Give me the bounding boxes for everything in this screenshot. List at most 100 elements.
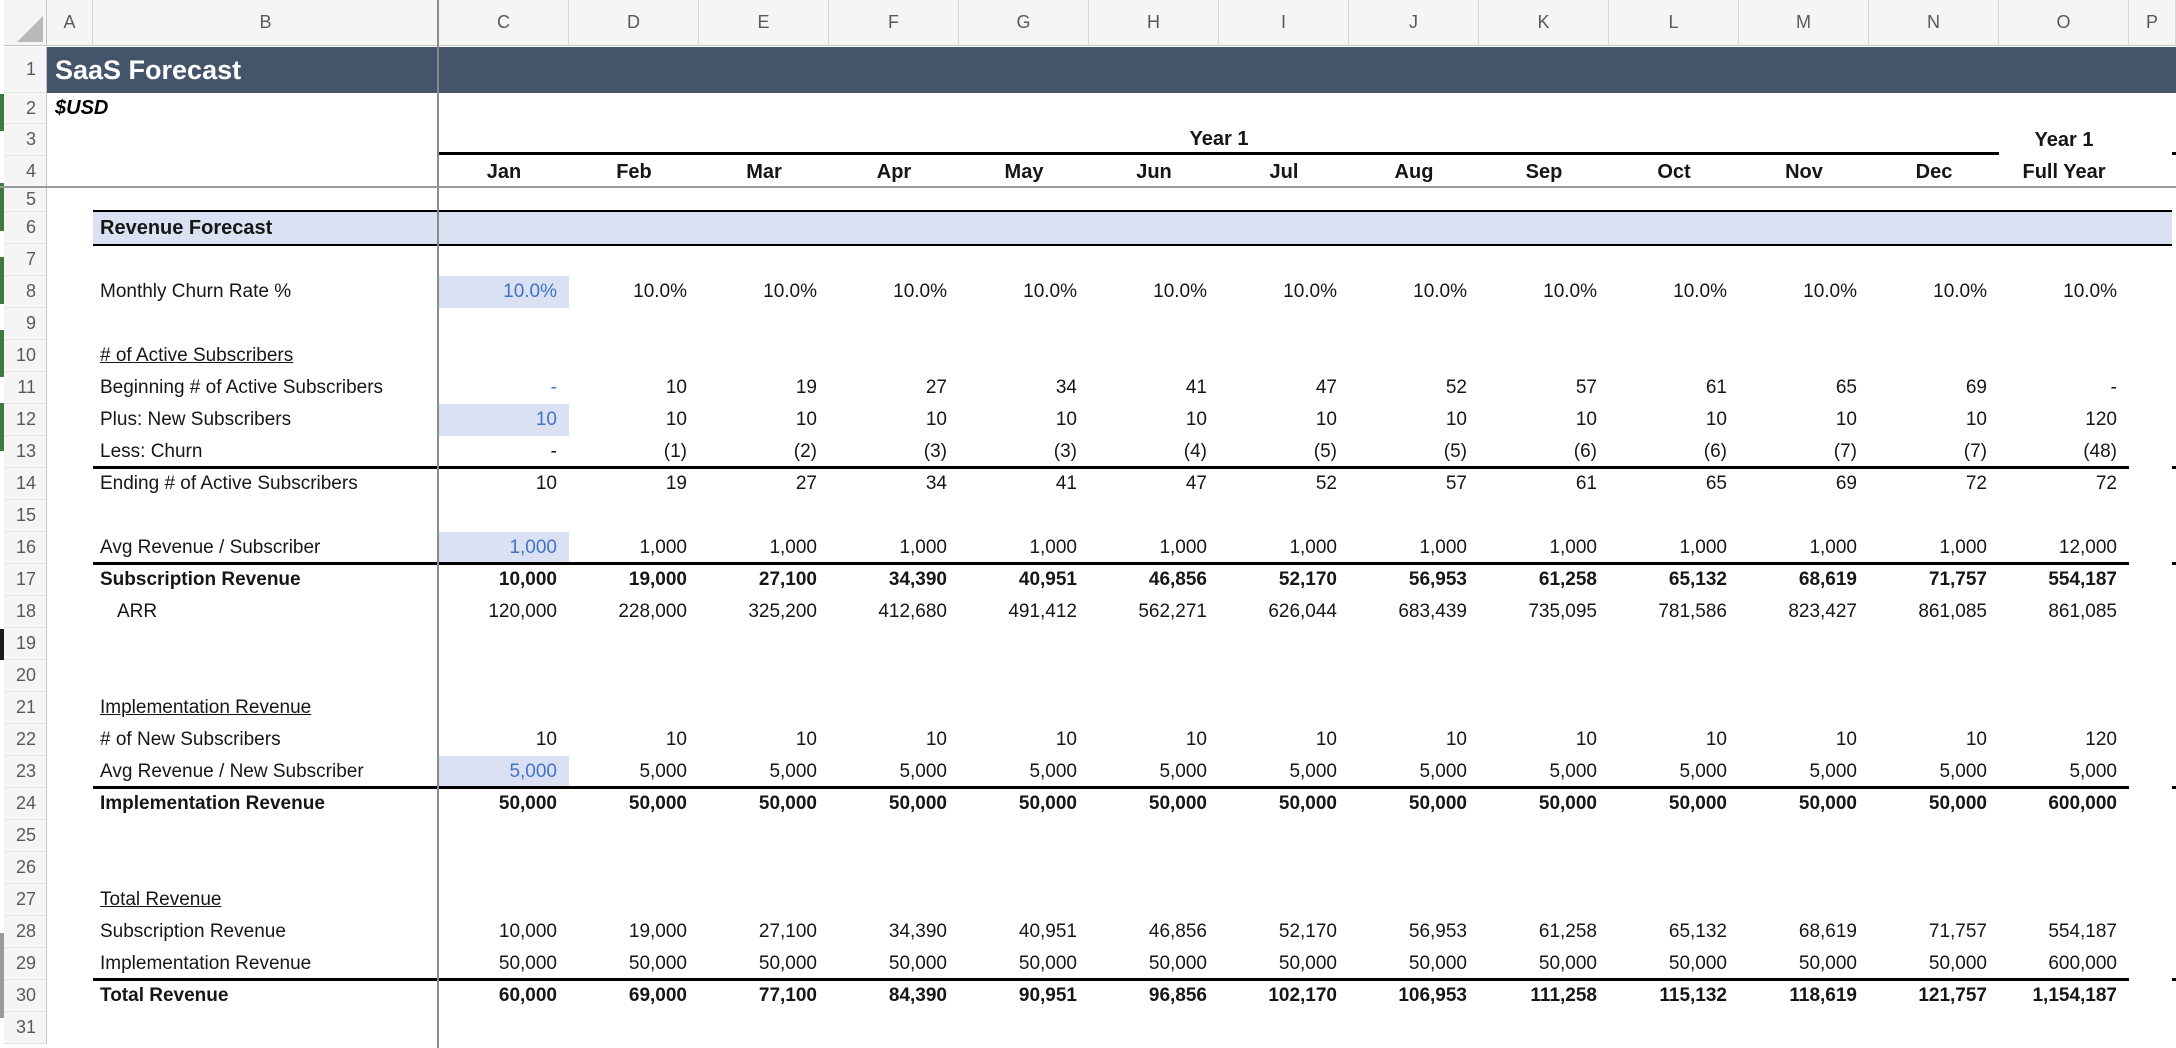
row-header[interactable]: 8 <box>4 276 47 308</box>
cell[interactable]: 10,000 <box>498 569 557 590</box>
cell[interactable]: 10.0% <box>1413 281 1467 302</box>
cell[interactable]: (6) <box>1573 441 1597 462</box>
cell[interactable]: 96,856 <box>1148 985 1207 1006</box>
cell[interactable]: (48) <box>2083 441 2117 462</box>
cell[interactable]: 72 <box>2095 473 2117 494</box>
cell[interactable]: 10.0% <box>1283 281 1337 302</box>
cell[interactable]: 19 <box>665 473 687 494</box>
select-all-corner[interactable] <box>4 0 47 46</box>
column-header[interactable]: I <box>1219 0 1349 46</box>
column-header[interactable]: E <box>699 0 829 46</box>
cell-month-header[interactable]: Oct <box>1657 160 1691 183</box>
column-header[interactable]: N <box>1869 0 1999 46</box>
cell[interactable]: 1,000 <box>1809 537 1857 558</box>
cell[interactable]: 10 <box>925 409 947 430</box>
cell[interactable]: 1,000 <box>1029 537 1077 558</box>
cell[interactable]: 10 <box>665 377 687 398</box>
cell[interactable]: 41 <box>1055 473 1077 494</box>
cell[interactable]: 46,856 <box>1148 921 1207 942</box>
cell[interactable]: 50,000 <box>888 953 947 974</box>
cell[interactable]: 56,953 <box>1408 569 1467 590</box>
cell[interactable]: 10.0% <box>1023 281 1077 302</box>
cell-month-header[interactable]: Sep <box>1525 160 1563 183</box>
column-header[interactable]: J <box>1349 0 1479 46</box>
cell[interactable]: 10 <box>795 729 817 750</box>
cell[interactable]: 120,000 <box>488 601 557 622</box>
cell[interactable]: 52,170 <box>1278 569 1337 590</box>
cell-month-header[interactable]: Mar <box>746 160 782 183</box>
cell[interactable]: 823,427 <box>1788 601 1857 622</box>
cell[interactable]: 1,000 <box>639 537 687 558</box>
cell[interactable]: - <box>2110 377 2117 398</box>
cell[interactable]: 61,258 <box>1538 569 1597 590</box>
row-header[interactable]: 17 <box>4 564 47 596</box>
cell-month-header[interactable]: Feb <box>616 160 652 183</box>
section-header-cell[interactable]: Revenue Forecast <box>100 216 273 239</box>
row-header[interactable]: 20 <box>4 660 47 692</box>
cell[interactable]: 65,132 <box>1668 569 1727 590</box>
cell[interactable]: 10 <box>1575 409 1597 430</box>
cell[interactable]: 5,000 <box>899 761 947 782</box>
cell[interactable]: 10,000 <box>498 921 557 942</box>
cell[interactable]: 600,000 <box>2048 953 2117 974</box>
cell[interactable]: 781,586 <box>1658 601 1727 622</box>
row-header[interactable]: 9 <box>4 308 47 340</box>
cell[interactable]: 61,258 <box>1538 921 1597 942</box>
column-header[interactable]: P <box>2129 0 2176 46</box>
row-header[interactable]: 19 <box>4 628 47 660</box>
cell[interactable]: 735,095 <box>1528 601 1597 622</box>
cell[interactable]: 77,100 <box>758 985 817 1006</box>
row-label-cell[interactable]: Subscription Revenue <box>100 569 301 590</box>
cell[interactable]: (6) <box>1703 441 1727 462</box>
column-header[interactable]: H <box>1089 0 1219 46</box>
row-label-cell[interactable]: Avg Revenue / New Subscriber <box>100 761 364 782</box>
cell[interactable]: 491,412 <box>1008 601 1077 622</box>
cell[interactable]: 111,258 <box>1530 985 1597 1006</box>
row-header[interactable]: 29 <box>4 948 47 980</box>
cell[interactable]: 19,000 <box>628 569 687 590</box>
row-header[interactable]: 11 <box>4 372 47 404</box>
cell-month-header[interactable]: Jan <box>486 160 522 183</box>
column-header[interactable]: M <box>1739 0 1869 46</box>
row-label-cell[interactable]: Ending # of Active Subscribers <box>100 473 358 494</box>
cell[interactable]: - <box>550 377 557 398</box>
cell[interactable]: 10.0% <box>1543 281 1597 302</box>
cell[interactable]: 10.0% <box>1153 281 1207 302</box>
row-label-cell[interactable]: Implementation Revenue <box>100 793 325 814</box>
row-header[interactable]: 10 <box>4 340 47 372</box>
cell[interactable]: 50,000 <box>1538 953 1597 974</box>
cell[interactable]: 5,000 <box>1809 761 1857 782</box>
cell[interactable]: 50,000 <box>1668 793 1727 814</box>
row-label-cell[interactable]: Total Revenue <box>100 889 222 910</box>
cell[interactable]: 50,000 <box>1148 953 1207 974</box>
row-header[interactable]: 6 <box>4 212 47 244</box>
cell[interactable]: 50,000 <box>498 793 557 814</box>
cell[interactable]: 10.0% <box>1673 281 1727 302</box>
cell[interactable]: 1,000 <box>899 537 947 558</box>
row-label-cell[interactable]: Implementation Revenue <box>100 697 312 718</box>
row-header[interactable]: 3 <box>4 124 47 156</box>
cell[interactable]: 115,132 <box>1659 985 1727 1006</box>
cell[interactable]: 50,000 <box>628 793 687 814</box>
cell[interactable]: 65 <box>1835 377 1857 398</box>
cell[interactable]: 40,951 <box>1018 569 1077 590</box>
cell[interactable]: 5,000 <box>639 761 687 782</box>
row-header[interactable]: 15 <box>4 500 47 532</box>
row-label-cell[interactable]: Less: Churn <box>100 441 203 462</box>
currency-note-cell[interactable]: $USD <box>55 97 109 119</box>
cell[interactable]: (5) <box>1443 441 1467 462</box>
cell[interactable]: 10 <box>665 729 687 750</box>
cell[interactable]: 10 <box>1315 409 1337 430</box>
cell[interactable]: 40,951 <box>1018 921 1077 942</box>
cell[interactable]: 683,439 <box>1398 601 1467 622</box>
row-header[interactable]: 2 <box>4 93 47 124</box>
row-header[interactable]: 14 <box>4 468 47 500</box>
row-header[interactable]: 30 <box>4 980 47 1012</box>
cell[interactable]: 5,000 <box>769 761 817 782</box>
column-header[interactable]: B <box>93 0 439 46</box>
cell[interactable]: (2) <box>793 441 817 462</box>
cell-month-header[interactable]: Jul <box>1269 160 1299 183</box>
cell[interactable]: 1,000 <box>439 532 569 564</box>
cell[interactable]: (3) <box>1053 441 1077 462</box>
cell[interactable]: 10.0% <box>763 281 817 302</box>
